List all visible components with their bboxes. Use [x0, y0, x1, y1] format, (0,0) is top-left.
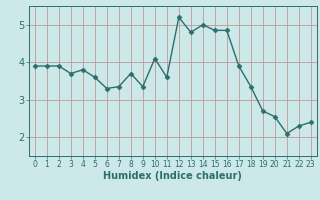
- X-axis label: Humidex (Indice chaleur): Humidex (Indice chaleur): [103, 171, 242, 181]
